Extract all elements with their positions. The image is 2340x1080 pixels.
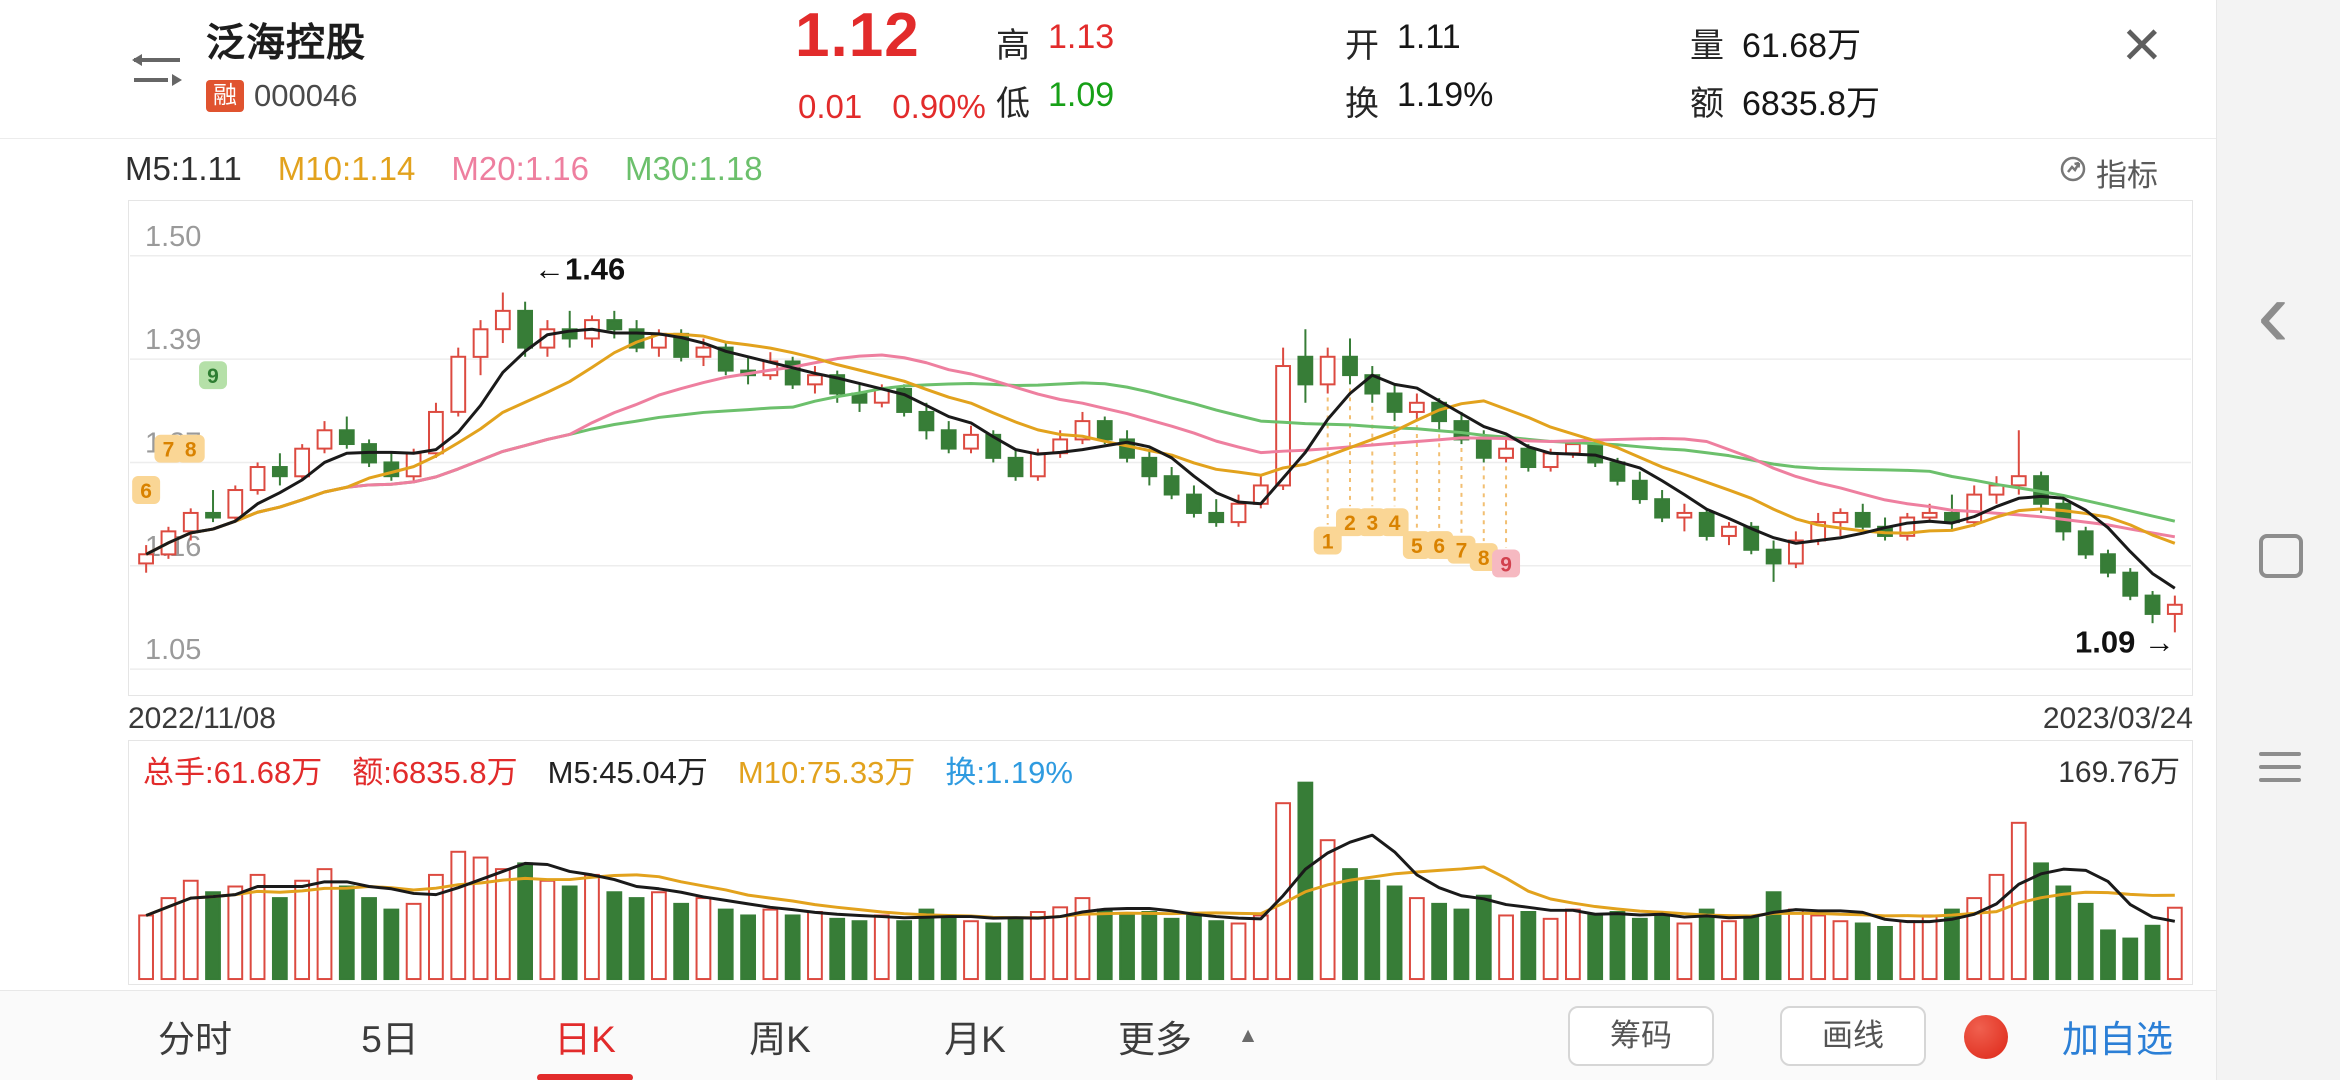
- more-arrow-icon: ▲: [1237, 1024, 1259, 1047]
- price-change-pct: 0.90%: [892, 88, 986, 125]
- ma30-label: M30:1.18: [624, 150, 763, 187]
- tab-5day[interactable]: 5日: [361, 1019, 419, 1060]
- volume-ma10-label: M10:75.33万: [737, 755, 916, 790]
- margin-trading-badge: 融: [206, 80, 244, 112]
- svg-text:3: 3: [1366, 512, 1378, 535]
- svg-text:7: 7: [1456, 540, 1468, 563]
- svg-text:9: 9: [1500, 553, 1512, 576]
- svg-text:←1.46: ←1.46: [534, 252, 625, 287]
- svg-text:1.39: 1.39: [145, 324, 201, 356]
- stock-name: 泛海控股: [206, 22, 367, 65]
- volume-ma5-label: M5:45.04万: [547, 755, 708, 790]
- price-change: 0.01: [798, 88, 863, 125]
- tab-more[interactable]: 更多: [1118, 1019, 1192, 1060]
- stat-amount: 额 6835.8万: [1690, 85, 1880, 123]
- header-divider: [0, 138, 2216, 139]
- tab-monthly-k[interactable]: 月K: [944, 1019, 1006, 1060]
- draw-line-button[interactable]: 画线: [1780, 1006, 1926, 1066]
- svg-text:9: 9: [207, 365, 219, 388]
- close-icon[interactable]: ×: [2122, 6, 2162, 82]
- kline-chart[interactable]: 1.501.391.271.161.056789123456789←1.461.…: [128, 200, 2193, 696]
- ma5-label: M5:1.11: [125, 150, 242, 187]
- nav-back-icon[interactable]: ‹: [2257, 260, 2289, 367]
- end-date: 2023/03/24: [2042, 702, 2193, 735]
- svg-text:5: 5: [1411, 535, 1423, 558]
- android-nav-strip: ‹: [2216, 0, 2340, 1080]
- svg-text:1.05: 1.05: [145, 634, 201, 666]
- stock-code-row: 融 000046: [206, 78, 357, 114]
- nav-home-icon[interactable]: [2259, 534, 2303, 578]
- ma10-label: M10:1.14: [277, 150, 416, 187]
- svg-text:6: 6: [1433, 535, 1445, 558]
- volume-chart[interactable]: 总手:61.68万 额:6835.8万 M5:45.04万 M10:75.33万…: [128, 740, 2193, 985]
- stock-code: 000046: [254, 78, 358, 113]
- svg-text:4: 4: [1389, 512, 1401, 535]
- volume-scale-max: 169.76万: [2058, 756, 2180, 789]
- stock-switch-icon[interactable]: [128, 50, 186, 96]
- stat-turnover: 换 1.19%: [1345, 76, 1494, 123]
- volume-turnover-label: 换:1.19%: [945, 755, 1073, 790]
- bottom-tab-bar: 分时 5日 日K 周K 月K 更多 ▲ 筹码 画线 加自选: [0, 990, 2216, 1080]
- volume-amount-label: 额:6835.8万: [352, 755, 518, 790]
- active-tab-indicator: [537, 1074, 633, 1080]
- svg-text:1: 1: [1322, 531, 1334, 554]
- start-date: 2022/11/08: [128, 702, 276, 735]
- stat-volume: 量 61.68万: [1690, 27, 1862, 65]
- price-change-row: 0.01 0.90%: [798, 88, 986, 126]
- indicator-icon: [2058, 154, 2088, 192]
- volume-total-label: 总手:61.68万: [143, 755, 323, 790]
- indicator-button-label: 指标: [2096, 158, 2158, 193]
- red-dot-icon: [1964, 1015, 2008, 1059]
- add-watchlist-button[interactable]: 加自选: [2062, 1019, 2173, 1060]
- stat-open: 开 1.11: [1345, 18, 1461, 65]
- ma20-label: M20:1.16: [451, 150, 589, 187]
- tab-weekly-k[interactable]: 周K: [749, 1019, 811, 1060]
- stat-high: 高 1.13: [996, 18, 1115, 65]
- svg-text:7: 7: [163, 439, 175, 462]
- tab-minute-chart[interactable]: 分时: [158, 1019, 232, 1060]
- volume-label-row: 总手:61.68万 额:6835.8万 M5:45.04万 M10:75.33万…: [143, 747, 1073, 792]
- last-price: 1.12: [795, 1, 920, 70]
- svg-text:2: 2: [1344, 512, 1356, 535]
- svg-text:8: 8: [185, 439, 197, 462]
- indicator-button[interactable]: 指标: [2058, 150, 2158, 195]
- svg-text:6: 6: [140, 480, 152, 503]
- stat-low: 低 1.09: [996, 76, 1115, 123]
- tab-daily-k[interactable]: 日K: [554, 1019, 616, 1060]
- svg-text:1.09 →: 1.09 →: [2075, 625, 2175, 660]
- chip-distribution-button[interactable]: 筹码: [1568, 1006, 1714, 1066]
- ma-indicator-row: M5:1.11 M10:1.14 M20:1.16 M30:1.18: [125, 150, 763, 188]
- svg-text:8: 8: [1478, 547, 1490, 570]
- nav-recents-icon[interactable]: [2259, 752, 2301, 791]
- svg-text:1.50: 1.50: [145, 221, 201, 253]
